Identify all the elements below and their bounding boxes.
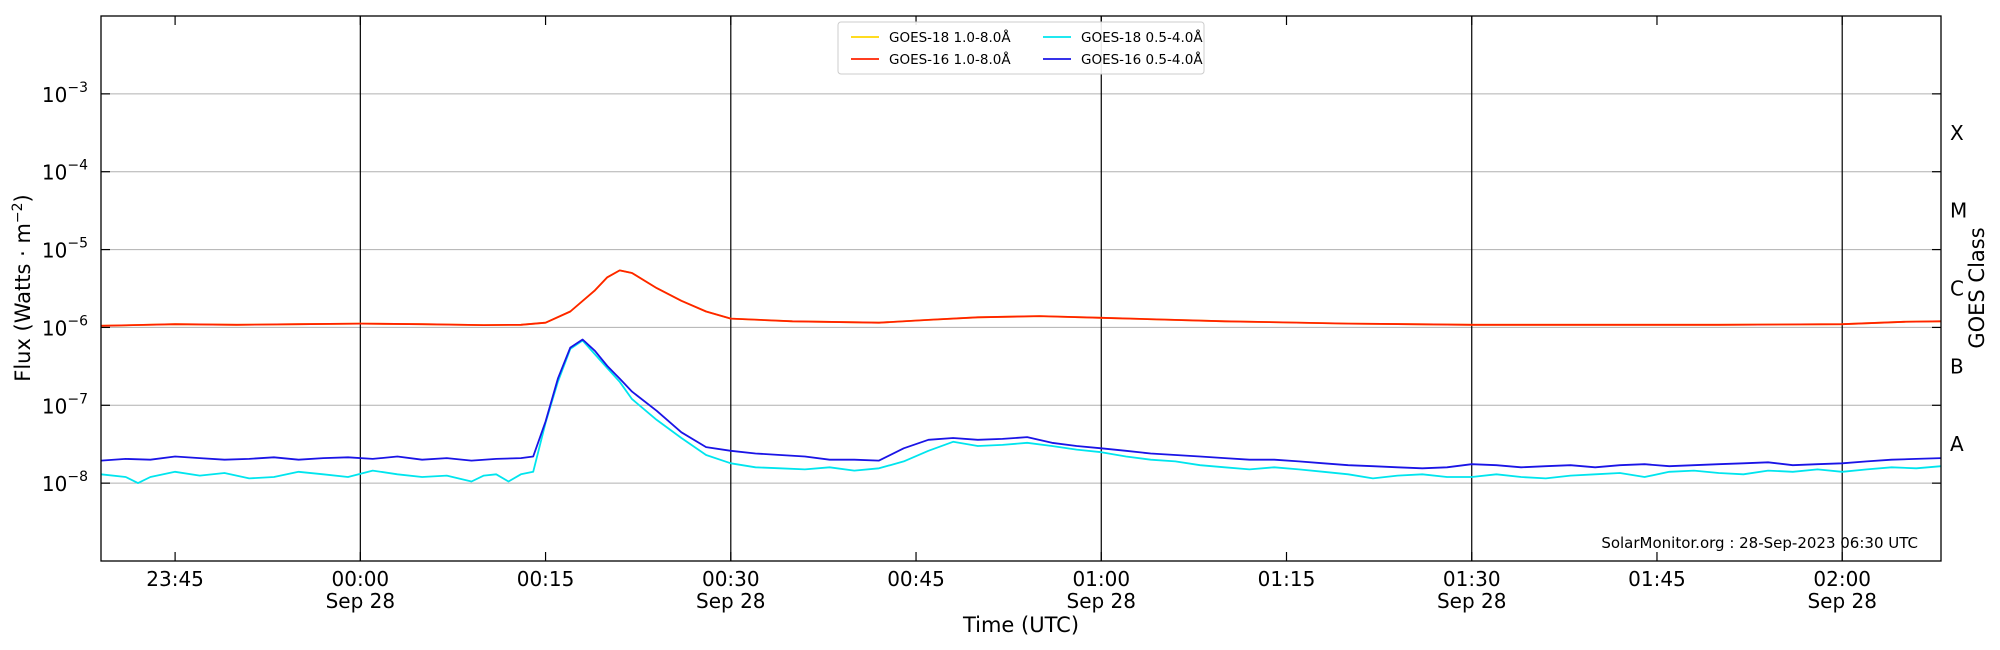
y-tick-exponent: −7 <box>67 391 88 407</box>
y-tick-exponent: −6 <box>67 313 88 329</box>
x-tick-date-label: Sep 28 <box>1067 589 1137 613</box>
x-tick-label: 01:30 <box>1443 567 1501 591</box>
vertical-lines <box>359 16 1843 561</box>
series-line-2 <box>100 339 1942 485</box>
goes-class-label: A <box>1950 432 1964 456</box>
y-tick-exponent: −8 <box>67 469 88 485</box>
y-ticks: 10−810−710−610−510−410−3 <box>42 80 1941 496</box>
y-tick-exponent: −5 <box>67 236 88 252</box>
goes-class-label: C <box>1950 277 1964 301</box>
y-tick-exponent: −4 <box>67 158 88 174</box>
y-tick-mantissa: 10 <box>42 394 67 418</box>
x-tick-label: 01:15 <box>1258 567 1316 591</box>
x-tick-label: 01:45 <box>1628 567 1686 591</box>
y-tick-label: 10−3 <box>42 80 88 107</box>
legend-label-3: GOES-16 0.5-4.0Å <box>1081 51 1203 68</box>
y-tick-label: 10−6 <box>42 313 88 340</box>
legend: GOES-18 1.0-8.0Å GOES-16 1.0-8.0Å GOES-18 … <box>837 21 1205 75</box>
x-tick-label: 01:00 <box>1072 567 1130 591</box>
goes-class-axis-label: GOES Class <box>1965 227 1989 348</box>
credit-text: SolarMonitor.org : 28-Sep-2023 06:30 UTC <box>1601 534 1918 552</box>
series-line-1 <box>100 269 1942 327</box>
legend-label-1: GOES-16 1.0-8.0Å <box>889 51 1011 68</box>
plot-frame <box>100 15 1942 562</box>
legend-items: GOES-18 1.0-8.0Å GOES-16 1.0-8.0Å GOES-18 … <box>851 29 1203 68</box>
x-tick-label: 00:15 <box>517 567 575 591</box>
x-tick-label: 00:00 <box>332 567 390 591</box>
x-tick-date-label: Sep 28 <box>1437 589 1507 613</box>
goes-class-label: X <box>1950 121 1964 145</box>
y-tick-mantissa: 10 <box>42 239 67 263</box>
series-line-0 <box>100 269 1942 327</box>
y-axis-label-close: ) <box>11 194 35 202</box>
x-tick-label: 02:00 <box>1813 567 1871 591</box>
legend-label-0: GOES-18 1.0-8.0Å <box>889 29 1011 46</box>
series-layer <box>100 269 1942 485</box>
y-tick-mantissa: 10 <box>42 83 67 107</box>
x-tick-label: 00:30 <box>702 567 760 591</box>
x-tick-label: 00:45 <box>887 567 945 591</box>
grid-layer <box>101 93 1941 484</box>
y-tick-label: 10−7 <box>42 391 88 418</box>
y-tick-exponent: −3 <box>67 80 88 96</box>
y-axis-label: Flux (Watts · m−2) <box>10 194 35 382</box>
legend-label-2: GOES-18 0.5-4.0Å <box>1081 29 1203 46</box>
legend-box <box>837 21 1205 75</box>
y-tick-label: 10−4 <box>42 158 88 185</box>
y-tick-mantissa: 10 <box>42 316 67 340</box>
x-tick-date-label: Sep 28 <box>326 589 396 613</box>
goes-class-label: B <box>1950 354 1964 378</box>
x-tick-label: 23:45 <box>146 567 204 591</box>
y-tick-label: 10−8 <box>42 469 88 496</box>
y-axis-label-exponent: −2 <box>10 202 26 223</box>
x-axis-label: Time (UTC) <box>962 613 1079 637</box>
y-tick-mantissa: 10 <box>42 161 67 185</box>
series-line-3 <box>100 338 1942 470</box>
y-tick-label: 10−5 <box>42 236 88 263</box>
y-tick-mantissa: 10 <box>42 472 67 496</box>
y-axis-label-main: Flux (Watts · m <box>11 223 35 382</box>
x-tick-date-label: Sep 28 <box>696 589 766 613</box>
goes-class-labels: A B C M X <box>1950 121 1967 456</box>
x-tick-date-label: Sep 28 <box>1807 589 1877 613</box>
goes-class-label: M <box>1950 199 1967 223</box>
